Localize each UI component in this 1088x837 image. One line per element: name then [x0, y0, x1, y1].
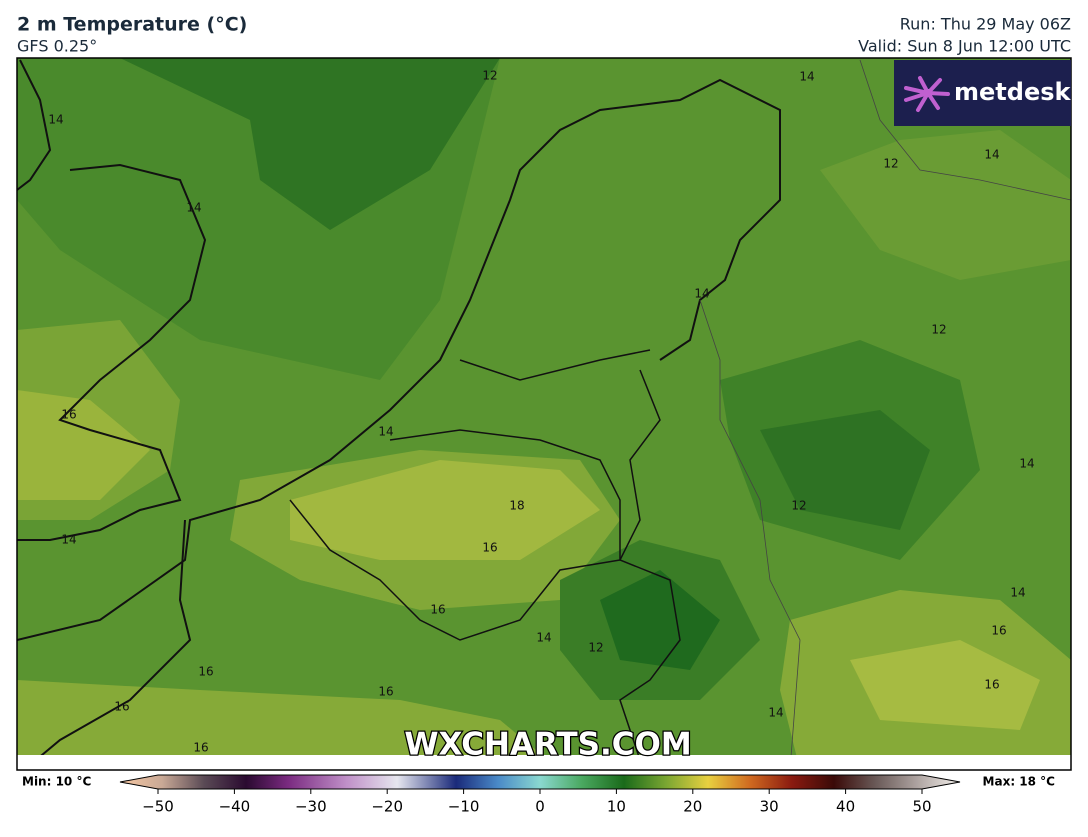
contour-label: 16	[378, 685, 393, 699]
contour-label: 14	[378, 425, 393, 439]
contour-label: 18	[509, 499, 524, 513]
colorbar-tick-label: 30	[760, 798, 779, 816]
colorbar-tick-label: −20	[371, 798, 403, 816]
contour-label: 14	[1010, 586, 1025, 600]
contour-label: 14	[768, 706, 783, 720]
colorbar-tick-label: −50	[142, 798, 174, 816]
contour-label: 14	[694, 287, 709, 301]
colorbar-ticks: −50 −40 −30 −20 −10 0 10 20 30 40 50	[142, 789, 932, 816]
contour-label: 16	[193, 741, 208, 755]
colorbar	[119, 774, 961, 790]
max-label: Max: 18 °C	[983, 775, 1056, 789]
contour-label: 12	[482, 69, 497, 83]
colorbar-tick-label: −10	[448, 798, 480, 816]
run-time: Run: Thu 29 May 06Z	[900, 15, 1071, 34]
logo-icon	[904, 76, 950, 112]
colorbar-tick-label: 40	[836, 798, 855, 816]
map-edge	[17, 755, 1071, 770]
contour-label: 14	[61, 533, 76, 547]
field-warmer	[290, 460, 600, 560]
subtitle: GFS 0.25°	[17, 37, 97, 56]
field-cold	[120, 58, 500, 230]
contour-label: 12	[588, 641, 603, 655]
contour-label: 14	[984, 148, 999, 162]
field-warm	[17, 680, 560, 770]
contour-label: 16	[991, 624, 1006, 638]
contour-label: 14	[48, 113, 63, 127]
contour-label: 12	[931, 323, 946, 337]
contour-label: 16	[198, 665, 213, 679]
contour-label: 16	[61, 408, 76, 422]
field-cold	[600, 570, 720, 670]
colorbar-tick-label: −30	[295, 798, 327, 816]
title: 2 m Temperature (°C)	[17, 14, 247, 36]
contour-label: 16	[984, 678, 999, 692]
field-warmer	[17, 390, 150, 500]
watermark: WXCHARTS.COM	[404, 727, 691, 763]
valid-time: Valid: Sun 8 Jun 12:00 UTC	[858, 37, 1071, 56]
contour-label: 12	[883, 157, 898, 171]
coastlines	[17, 59, 781, 766]
colorbar-tick-label: 10	[607, 798, 626, 816]
map	[17, 58, 1071, 770]
colorbar-tick-label: −40	[219, 798, 251, 816]
contour-label: 14	[186, 201, 201, 215]
field-mild	[820, 130, 1071, 280]
colorbar-tick-label: 0	[535, 798, 545, 816]
contour-label: 14	[799, 70, 814, 84]
field-cold	[760, 410, 930, 530]
field-warmer	[850, 640, 1040, 730]
contour-label: 16	[482, 541, 497, 555]
map-frame	[16, 57, 1072, 771]
contour-labels: 12 14 14 12 14 14 14 12 16 14 14 18 12 14 16 14 16 14 12 16…	[48, 69, 1034, 755]
colorbar-tick-label: 20	[683, 798, 702, 816]
colorbar-tick-label: 50	[912, 798, 931, 816]
contour-label: 16	[114, 700, 129, 714]
contour-label: 12	[791, 499, 806, 513]
logo-text: metdesk	[954, 78, 1072, 106]
borders	[699, 59, 1071, 770]
contour-label: 14	[1019, 457, 1034, 471]
contour-label: 14	[536, 631, 551, 645]
min-label: Min: 10 °C	[22, 775, 91, 789]
contour-label: 16	[430, 603, 445, 617]
